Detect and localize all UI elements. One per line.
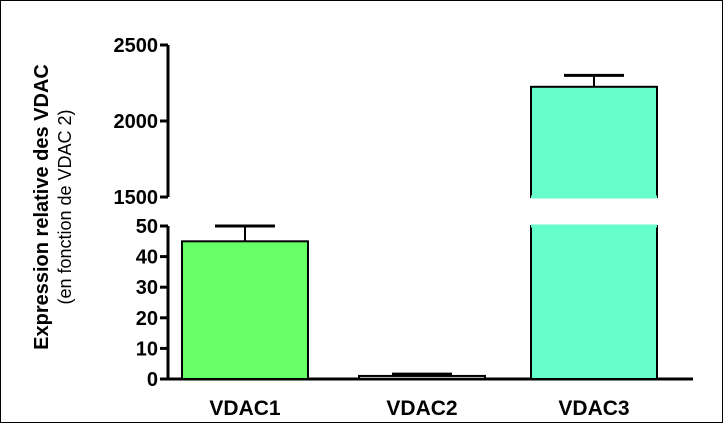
- x-tick-label-VDAC2: VDAC2: [386, 397, 457, 420]
- bar-VDAC3-lower: [530, 225, 658, 380]
- y-axis-subtitle: (en fonction de VDAC 2): [55, 109, 75, 304]
- y-tick-label-2500: 2500: [114, 35, 159, 57]
- y-axis-title-group: Expression relative des VDAC (en fonctio…: [31, 64, 75, 350]
- error-bars-group: [215, 73, 624, 376]
- y-tick-label-10: 10: [136, 338, 158, 360]
- y-tick-label-0: 0: [147, 369, 158, 391]
- y-tick-label-1500: 1500: [114, 187, 159, 209]
- bar-VDAC2: [358, 374, 486, 381]
- bars-group: [181, 85, 658, 381]
- x-tick-label-VDAC1: VDAC1: [209, 397, 281, 420]
- y-tick-label-30: 30: [136, 277, 158, 299]
- y-tick-label-2000: 2000: [114, 111, 159, 133]
- bar-VDAC3-upper: [530, 85, 658, 198]
- labels-group: 1500 2000 2500 0 10 20 30 40 50 VDAC1 VDAC2 VDAC3: [114, 35, 630, 420]
- bar-VDAC1: [181, 240, 309, 380]
- y-tick-label-50: 50: [136, 216, 158, 238]
- y-axis-title: Expression relative des VDAC: [31, 64, 53, 350]
- x-tick-label-VDAC3: VDAC3: [558, 397, 629, 420]
- y-tick-label-40: 40: [136, 247, 158, 269]
- y-tick-label-20: 20: [136, 308, 158, 330]
